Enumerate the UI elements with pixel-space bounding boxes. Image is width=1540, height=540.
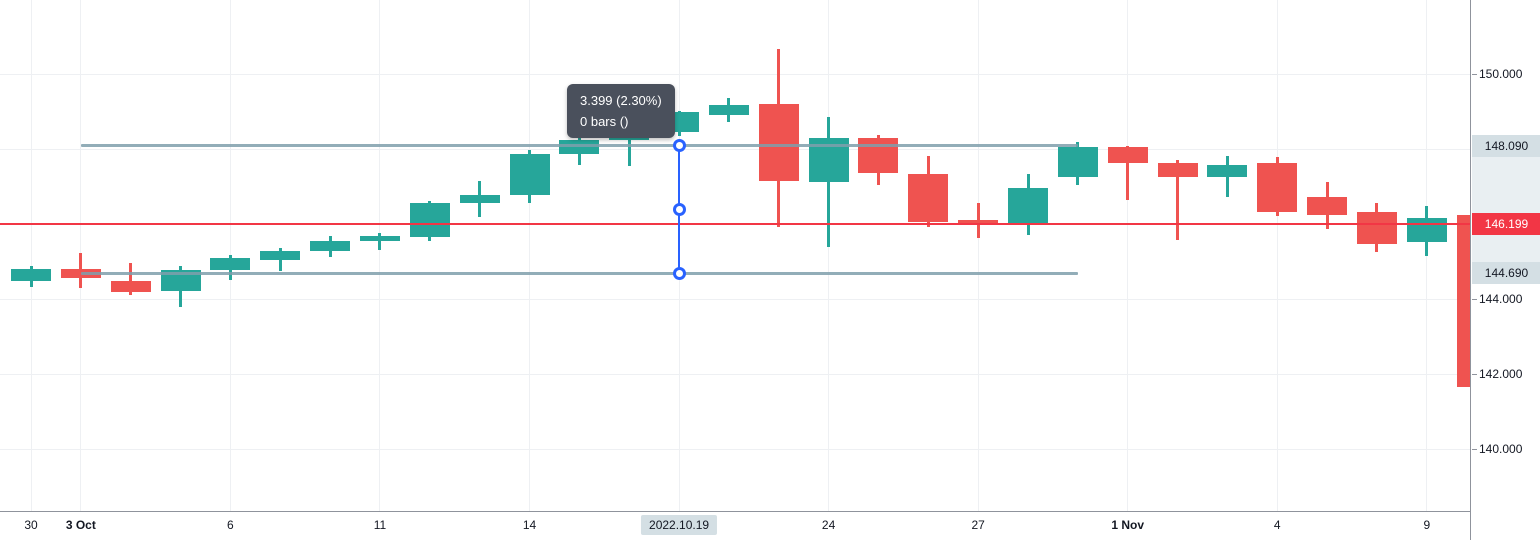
candle-body[interactable] <box>1008 188 1048 223</box>
price-axis-tick <box>1472 299 1477 300</box>
candle-body[interactable] <box>858 138 899 173</box>
vertical-gridline <box>828 0 830 511</box>
price-axis-tick <box>1472 449 1477 450</box>
candle-body[interactable] <box>1406 218 1447 242</box>
candle-body[interactable] <box>908 174 949 223</box>
horizontal-ray[interactable] <box>80 144 1078 148</box>
time-axis-label: 6 <box>227 518 234 532</box>
candle-body[interactable] <box>1307 197 1348 215</box>
time-axis-label: 9 <box>1423 518 1431 532</box>
tooltip-price-change: 3.399 (2.30%) <box>580 93 662 108</box>
tooltip-bar-count: 0 bars () <box>580 114 629 129</box>
price-axis-tick <box>1472 374 1477 375</box>
price-badge-level: 144.690 <box>1472 262 1540 285</box>
time-axis-label: 11 <box>373 518 387 532</box>
price-range-band <box>1472 134 1540 285</box>
candle-body[interactable] <box>958 219 999 223</box>
candle-wick[interactable] <box>129 263 133 295</box>
measure-handle-bottom[interactable] <box>672 266 686 280</box>
candle-body[interactable] <box>1356 212 1397 244</box>
candle-body[interactable] <box>1057 147 1098 178</box>
price-axis-label: 150.000 <box>1479 67 1523 81</box>
time-axis-label: 4 <box>1273 518 1281 532</box>
measure-handle-middle[interactable] <box>672 202 686 216</box>
candle-body[interactable] <box>1157 162 1198 178</box>
price-axis-tick <box>1472 74 1477 75</box>
candle-body[interactable] <box>758 104 799 181</box>
vertical-gridline <box>1127 0 1129 511</box>
candle-body[interactable] <box>11 269 51 281</box>
time-axis-label: 14 <box>522 518 537 532</box>
candle-body[interactable] <box>1257 162 1298 212</box>
price-axis-label: 144.000 <box>1479 292 1523 306</box>
candle-wick[interactable] <box>378 233 382 250</box>
price-axis[interactable]: 150.000 144.000 142.000 140.000 148.090 146.1… <box>1470 0 1540 540</box>
horizontal-gridline <box>0 148 1470 150</box>
time-axis-label: 30 <box>24 518 38 532</box>
candle-body[interactable] <box>210 258 251 271</box>
candle-body[interactable] <box>110 281 151 292</box>
candle-body[interactable] <box>409 203 450 238</box>
candle-body[interactable] <box>1107 147 1148 163</box>
time-axis[interactable]: 30 3 Oct 6 11 14 2022.10.19 24 27 1 Nov 4 9 <box>0 511 1470 540</box>
candle-body[interactable] <box>1207 165 1248 178</box>
candle-body[interactable] <box>509 153 550 196</box>
candle-body[interactable] <box>160 270 201 292</box>
vertical-gridline <box>1276 0 1278 511</box>
price-axis-label: 140.000 <box>1479 442 1523 456</box>
horizontal-gridline <box>0 448 1470 450</box>
vertical-gridline <box>529 0 530 511</box>
measure-tooltip: 3.399 (2.30%) 0 bars () <box>567 84 675 138</box>
horizontal-gridline <box>0 298 1470 300</box>
time-axis-label: 24 <box>821 518 836 532</box>
candle-body[interactable] <box>260 251 301 260</box>
time-axis-label: 1 Nov <box>1111 518 1145 532</box>
price-badge-current: 146.199 <box>1472 213 1540 235</box>
time-axis-label: 27 <box>971 518 985 532</box>
vertical-gridline <box>30 0 32 511</box>
candle-body[interactable] <box>359 236 400 241</box>
candle-body[interactable] <box>708 105 749 115</box>
candle-wick[interactable] <box>627 129 631 166</box>
horizontal-ray[interactable] <box>80 271 1078 275</box>
candle-body[interactable] <box>310 240 351 251</box>
measure-handle-top[interactable] <box>672 139 686 153</box>
candle-wick[interactable] <box>1176 159 1180 241</box>
candle-wick[interactable] <box>827 117 831 247</box>
date-badge: 2022.10.19 <box>641 515 718 535</box>
price-axis-label: 142.000 <box>1479 367 1523 381</box>
horizontal-gridline <box>0 373 1470 375</box>
candle-body[interactable] <box>1456 215 1470 388</box>
time-axis-label: 3 Oct <box>65 518 96 532</box>
vertical-gridline <box>977 0 979 511</box>
plot-area[interactable]: 3.399 (2.30%) 0 bars () <box>0 0 1470 511</box>
price-line[interactable] <box>0 223 1470 225</box>
candle-wick[interactable] <box>1126 146 1130 200</box>
price-badge-level: 148.090 <box>1472 134 1540 157</box>
vertical-gridline <box>379 0 381 511</box>
candle-body[interactable] <box>459 195 500 203</box>
horizontal-gridline <box>0 73 1470 75</box>
